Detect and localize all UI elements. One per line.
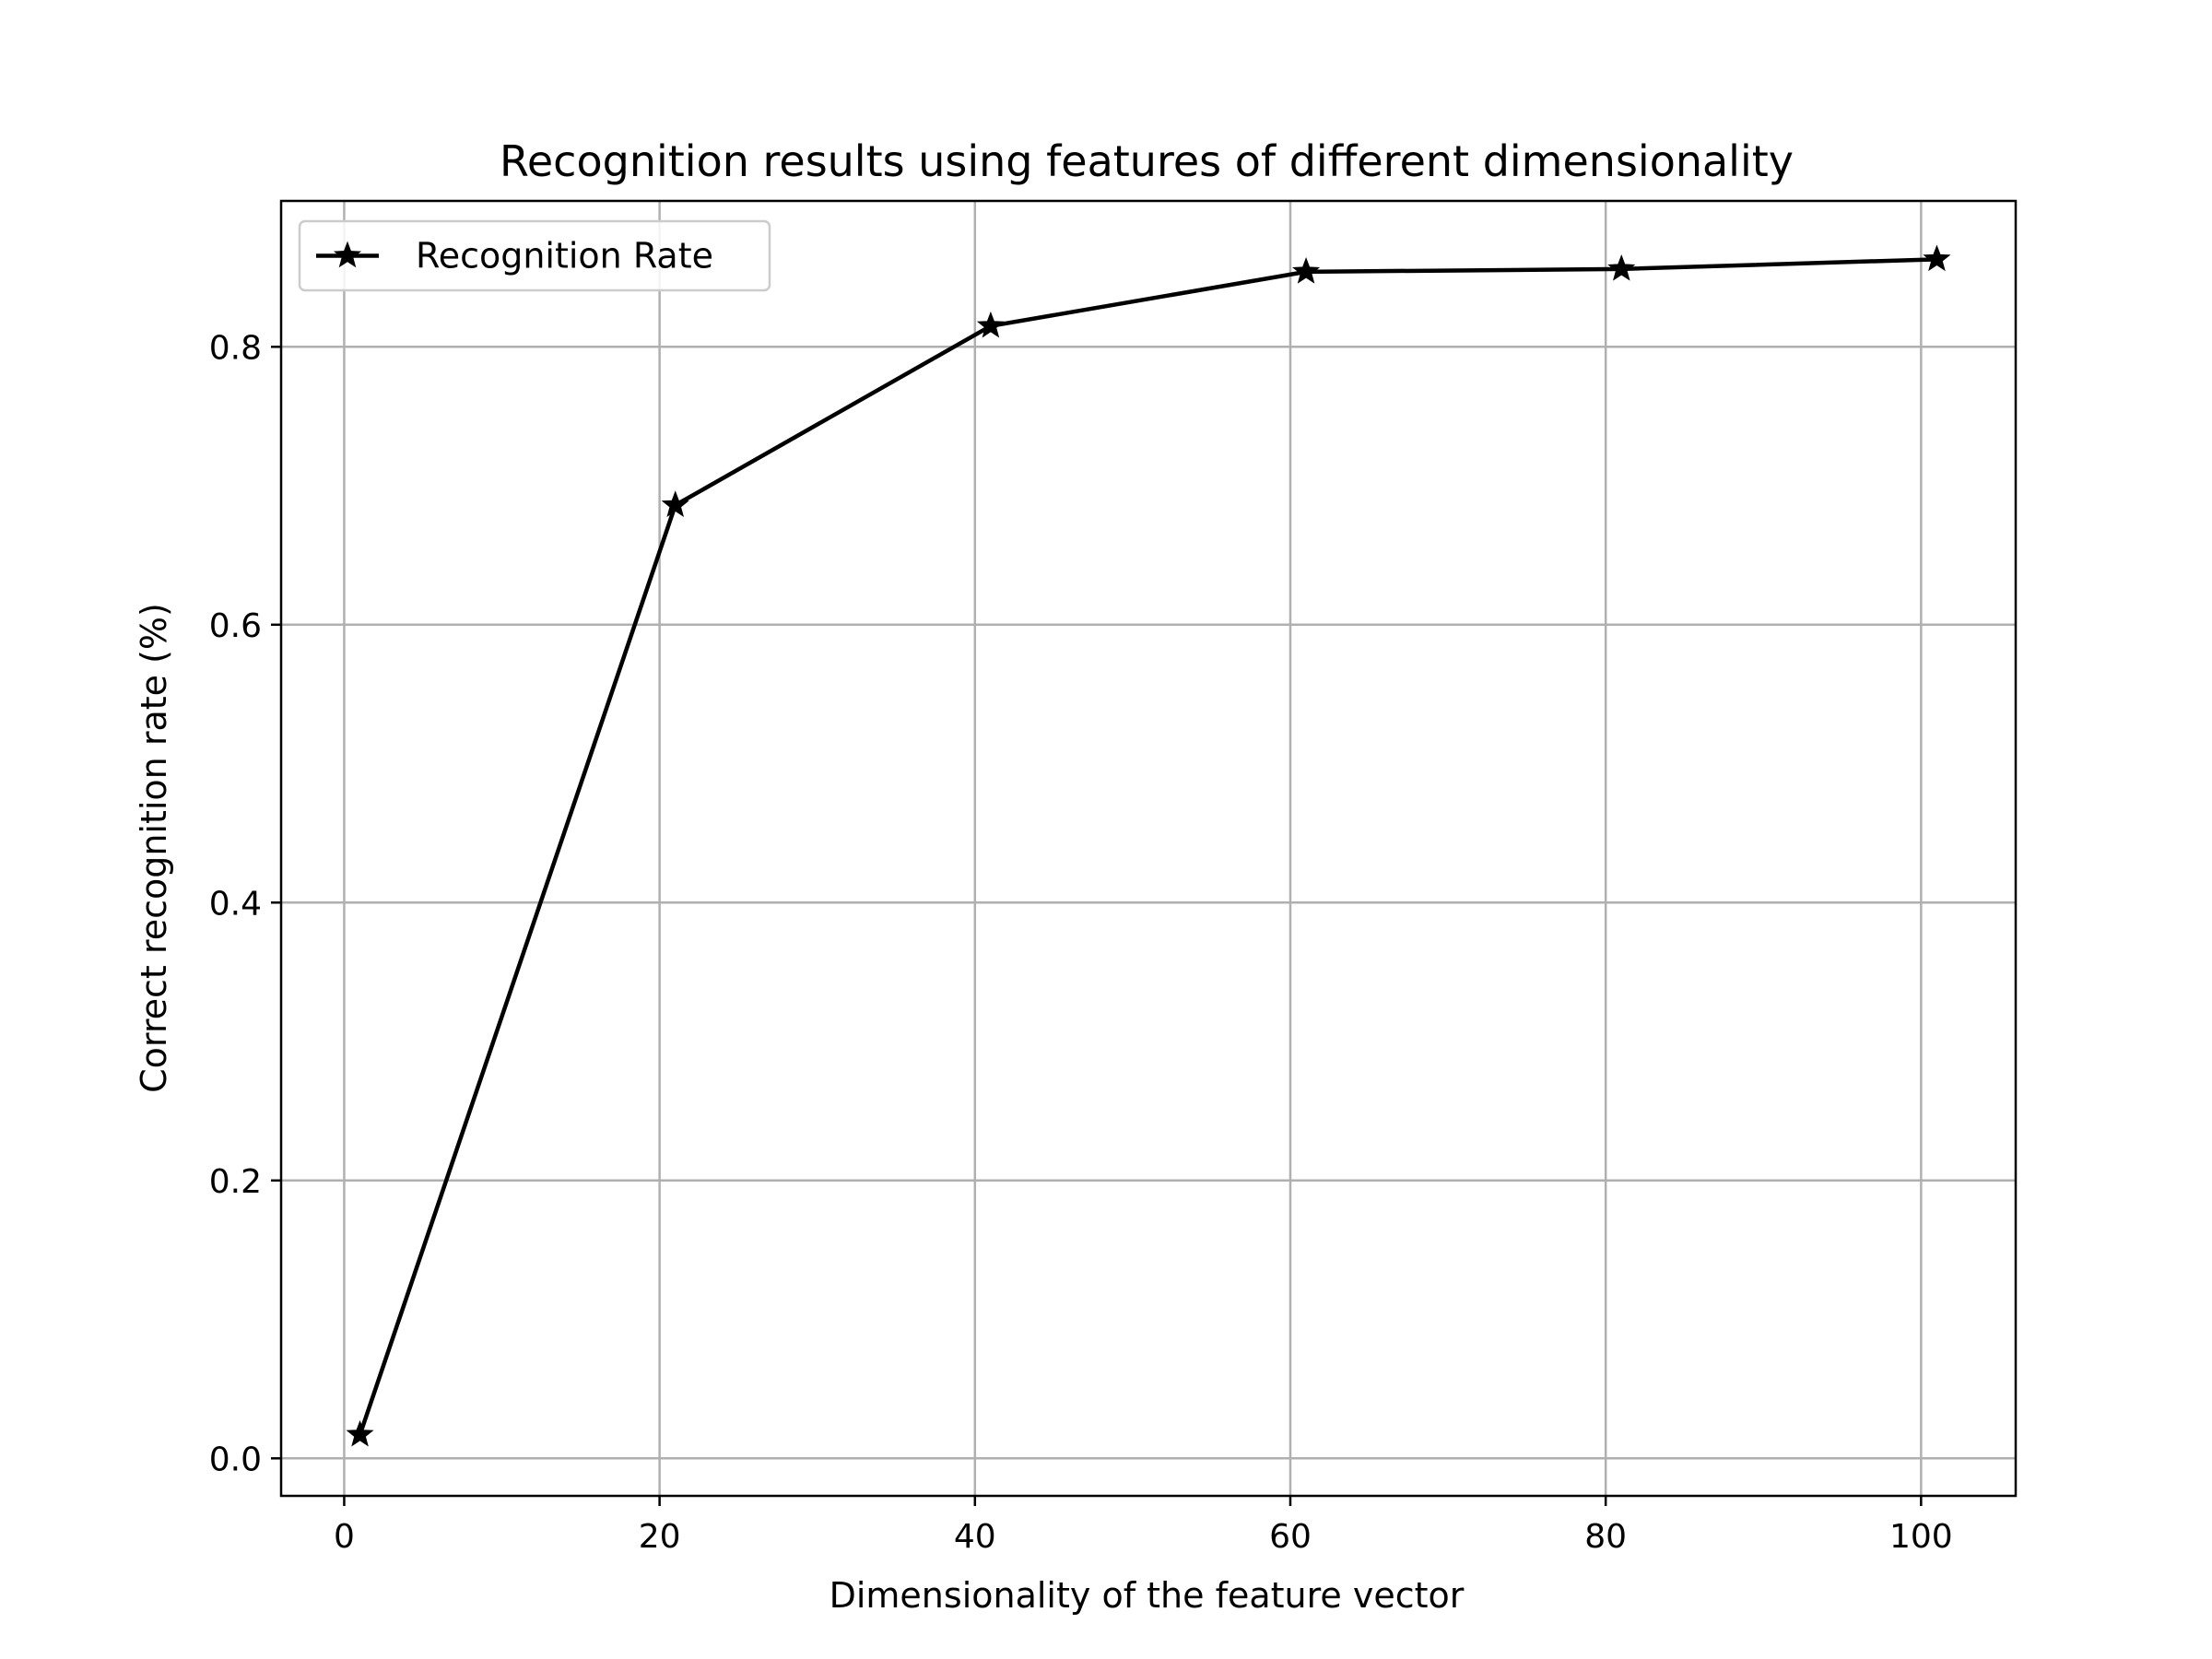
x-axis-label: Dimensionality of the feature vector — [830, 1575, 1465, 1616]
x-tick-label: 60 — [1269, 1518, 1312, 1556]
y-tick-label: 0.2 — [209, 1163, 262, 1201]
data-point-marker — [346, 1419, 374, 1447]
series-layer — [346, 244, 1951, 1447]
y-tick-label: 0.8 — [209, 329, 262, 367]
x-tick-label: 80 — [1584, 1518, 1627, 1556]
data-point-marker — [661, 490, 689, 517]
series-line-recognition-rate — [358, 257, 1937, 1436]
y-tick-label: 0.4 — [209, 885, 262, 923]
x-tick-label: 40 — [954, 1518, 996, 1556]
x-tick-label: 100 — [1889, 1518, 1953, 1556]
y-tick-label: 0.0 — [209, 1441, 262, 1478]
chart-title: Recognition results using features of di… — [500, 136, 1794, 186]
plot-frame — [279, 199, 2018, 1498]
x-tick-label: 20 — [639, 1518, 681, 1556]
grid-layer — [281, 201, 2016, 1496]
tick-layer: 0 20 40 60 80 100 0.0 0.2 0.4 0.6 0.8 — [209, 329, 1953, 1556]
legend-marker — [333, 241, 362, 268]
legend-label: Recognition Rate — [416, 236, 713, 276]
y-axis-label: Correct recognition rate (%) — [134, 603, 174, 1093]
x-tick-label: 0 — [334, 1518, 355, 1556]
y-tick-label: 0.6 — [209, 607, 262, 645]
data-point-marker — [1607, 254, 1636, 281]
data-point-marker — [1292, 257, 1321, 284]
data-point-marker — [1923, 244, 1951, 272]
legend-box — [298, 219, 771, 292]
data-point-marker — [976, 311, 1005, 338]
legend: Recognition Rate — [298, 219, 771, 292]
